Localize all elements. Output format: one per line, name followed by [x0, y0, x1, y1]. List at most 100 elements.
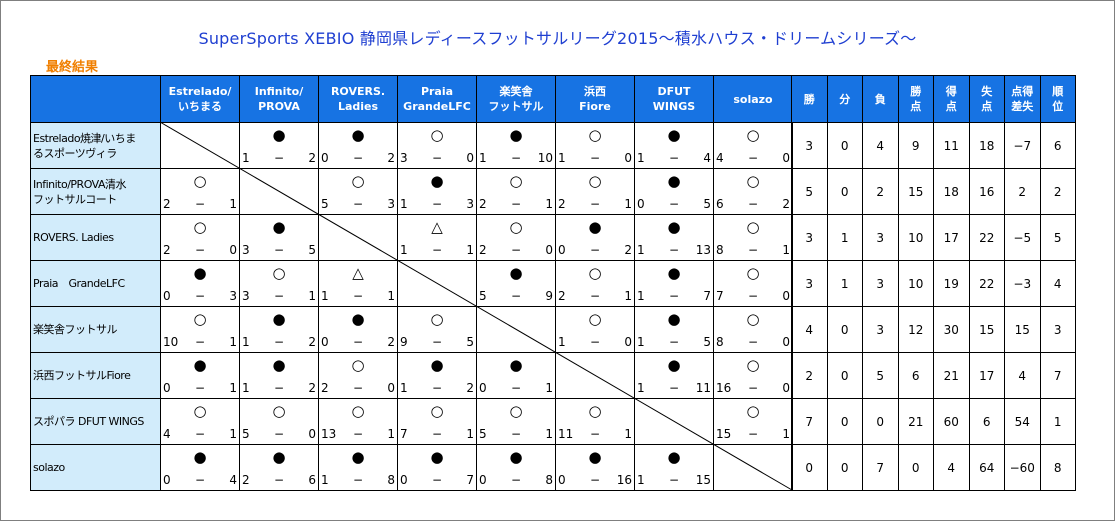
score-dash: −	[589, 243, 601, 257]
match-result-cell: ● 0−2	[555, 214, 635, 261]
score-against: 4	[229, 473, 237, 487]
match-result-cell: ● 1−8	[318, 444, 398, 491]
score-dash: −	[352, 151, 364, 165]
stat-value: 0	[826, 444, 863, 491]
team-row-label: solazo	[30, 444, 161, 491]
stat-value: 22	[968, 260, 1005, 307]
match-result-cell: ○ 5−0	[239, 398, 319, 445]
stat-value: 21	[933, 352, 970, 399]
stat-value: 8	[1039, 444, 1076, 491]
team-row-label: Infinito/PROVA清水 フットサルコート	[30, 168, 161, 215]
match-score: 5−0	[242, 427, 316, 441]
result-mark: ●	[193, 448, 207, 466]
score-dash: −	[352, 197, 364, 211]
team-header-line1: 楽笑舎	[499, 85, 533, 98]
match-score: 2−1	[558, 289, 632, 303]
score-dash: −	[431, 427, 443, 441]
score-dash: −	[194, 289, 206, 303]
result-mark: ●	[667, 356, 681, 374]
score-dash: −	[352, 289, 364, 303]
result-mark: ○	[746, 402, 760, 420]
score-dash: −	[747, 197, 759, 211]
match-result-cell: ● 1−2	[239, 306, 319, 353]
team-row-label: 楽笑舎フットサル	[30, 306, 161, 353]
stat-value: 3	[791, 214, 828, 261]
self-match-cell	[555, 352, 635, 399]
match-score: 2−0	[163, 243, 237, 257]
score-dash: −	[273, 243, 285, 257]
stat-value: 6	[897, 352, 934, 399]
self-match-cell	[397, 260, 477, 307]
score-against: 3	[229, 289, 237, 303]
stat-header-line1: 分	[839, 92, 851, 106]
stat-column-header: 勝	[791, 75, 828, 123]
stat-value: 6	[1039, 122, 1076, 169]
stat-value: 15	[968, 306, 1005, 353]
match-result-cell: ● 0−1	[476, 352, 556, 399]
score-dash: −	[747, 335, 759, 349]
score-dash: −	[273, 427, 285, 441]
match-result-cell: ● 1−5	[634, 306, 714, 353]
stat-value: 2	[791, 352, 828, 399]
score-dash: −	[589, 197, 601, 211]
result-mark: ○	[588, 402, 602, 420]
match-score: 8−1	[716, 243, 790, 257]
team-column-header: Praia GrandeLFC	[397, 75, 477, 123]
match-result-cell: ○ 6−2	[713, 168, 793, 215]
stat-value: 5	[862, 352, 899, 399]
result-mark: ●	[588, 218, 602, 236]
match-score: 1−13	[637, 243, 711, 257]
team-name-line2: フットサルコート	[33, 192, 117, 206]
team-header-line1: 浜西	[584, 85, 606, 98]
match-score: 1−2	[242, 151, 316, 165]
stat-value: 0	[897, 444, 934, 491]
score-dash: −	[589, 427, 601, 441]
stat-value: 3	[791, 122, 828, 169]
score-against: 5	[703, 335, 711, 349]
team-row-label: 浜西フットサルFiore	[30, 352, 161, 399]
match-score: 2−0	[321, 381, 395, 395]
stat-header-line2: 位	[1052, 100, 1064, 113]
stat-value: 12	[897, 306, 934, 353]
score-dash: −	[589, 335, 601, 349]
score-against: 1	[545, 381, 553, 395]
result-mark: ●	[667, 264, 681, 282]
stat-value: 4	[933, 444, 970, 491]
match-result-cell: ○ 2−1	[160, 168, 240, 215]
stat-value: 4	[1004, 352, 1041, 399]
match-result-cell: ○ 4−0	[713, 122, 793, 169]
score-against: 1	[624, 427, 632, 441]
stat-header-line2: 点	[981, 100, 993, 113]
self-match-cell	[634, 398, 714, 445]
stat-value: −7	[1004, 122, 1041, 169]
score-against: 0	[387, 381, 395, 395]
match-score: 3−0	[400, 151, 474, 165]
result-mark: ○	[746, 172, 760, 190]
match-score: 1−2	[242, 381, 316, 395]
match-result-cell: ● 1−2	[239, 352, 319, 399]
team-column-header: 楽笑舎 フットサル	[476, 75, 556, 123]
stat-value: 2	[1004, 168, 1041, 215]
match-result-cell: △ 1−1	[318, 260, 398, 307]
team-column-header: ROVERS. Ladies	[318, 75, 398, 123]
match-result-cell: ● 1−13	[634, 214, 714, 261]
score-against: 1	[387, 427, 395, 441]
score-against: 16	[616, 473, 632, 487]
result-mark: ○	[351, 402, 365, 420]
stat-value: 1	[826, 214, 863, 261]
team-name-line1: Infinito/PROVA清水	[33, 177, 127, 191]
result-mark: ●	[430, 172, 444, 190]
stat-value: 60	[933, 398, 970, 445]
stat-value: 1	[1039, 398, 1076, 445]
score-dash: −	[273, 473, 285, 487]
match-score: 2−1	[479, 197, 553, 211]
score-against: 15	[695, 473, 711, 487]
result-mark: △	[431, 218, 443, 236]
match-result-cell: ○ 2−1	[476, 168, 556, 215]
score-dash: −	[194, 197, 206, 211]
match-score: 13−1	[321, 427, 395, 441]
team-header-line1: ROVERS.	[330, 85, 386, 98]
standings-table: 勝分負勝点得点失点点得 差失順位 3 0 4 9 11 18 −7 6 5 0 2 15 18 16 2 2 3 1 3…	[791, 75, 1076, 491]
match-result-cell: ● 1−10	[476, 122, 556, 169]
match-score: 6−2	[716, 197, 790, 211]
